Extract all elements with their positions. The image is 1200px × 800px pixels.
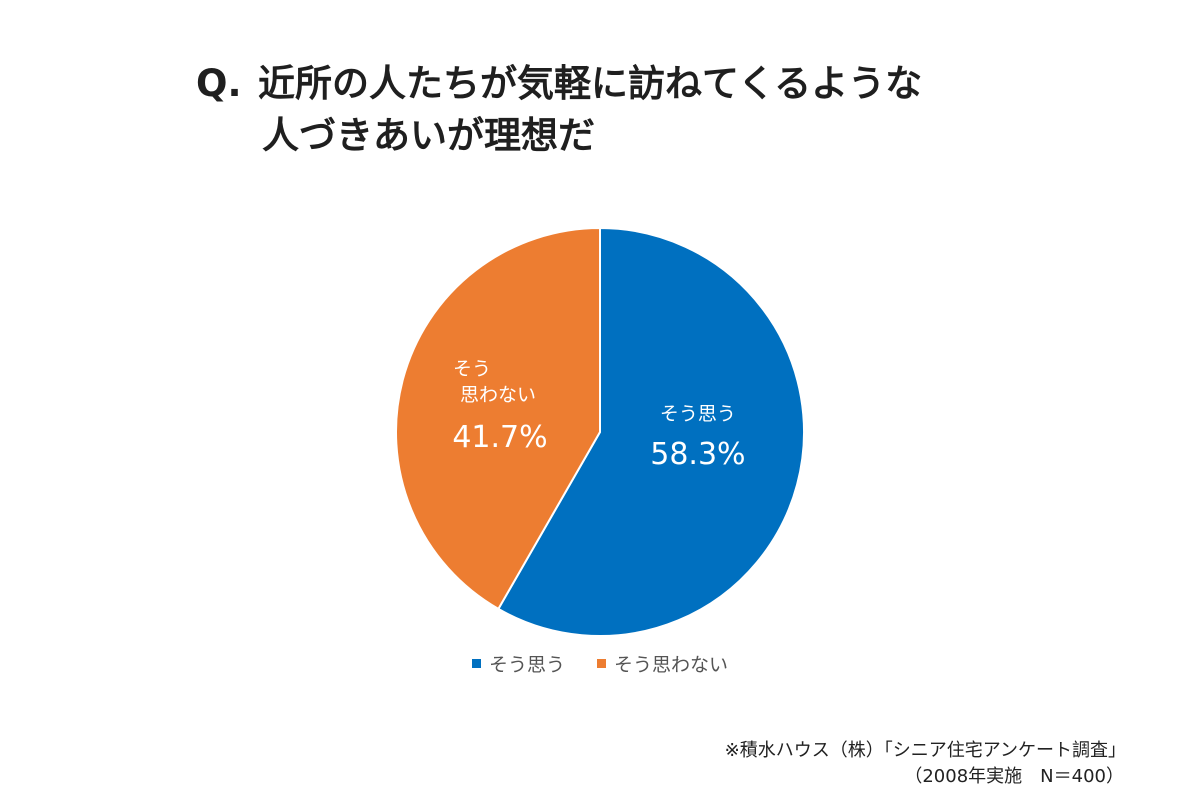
slice-value-0: 58.3% — [650, 437, 745, 472]
legend-item-0: そう思う — [471, 650, 565, 677]
pie-slice-agree — [497, 226, 806, 637]
legend-label-1: そう思わない — [614, 654, 729, 676]
chart-legend: そう思う そう思わない — [0, 650, 1200, 677]
source-line-1: ※積水ハウス（株）「シニア住宅アンケート調査」 — [724, 740, 1126, 761]
legend-swatch-0 — [471, 659, 481, 668]
title-line-2: 人づきあいが理想だ — [262, 114, 595, 157]
title-line-1: 近所の人たちが気軽に訪ねてくるような — [258, 62, 923, 105]
slice-label-1-line-1: 思わない — [460, 384, 536, 406]
source-line-2: （2008年実施 N＝400） — [904, 766, 1124, 787]
legend-item-1: そう思わない — [597, 650, 728, 677]
chart-title: Q. 近所の人たちが気軽に訪ねてくるような 人づきあいが理想だ — [196, 58, 1156, 162]
pie-slice-disagree — [395, 226, 601, 611]
legend-swatch-1 — [597, 659, 606, 668]
question-prefix: Q. — [196, 62, 242, 105]
legend-label-0: そう思う — [488, 654, 565, 676]
slice-value-1: 41.7% — [452, 420, 547, 455]
source-note: ※積水ハウス（株）「シニア住宅アンケート調査」 （2008年実施 N＝400） — [725, 738, 1126, 790]
slice-label-0: そう思う — [660, 403, 736, 425]
slice-label-1-line-0: そう — [453, 358, 491, 380]
